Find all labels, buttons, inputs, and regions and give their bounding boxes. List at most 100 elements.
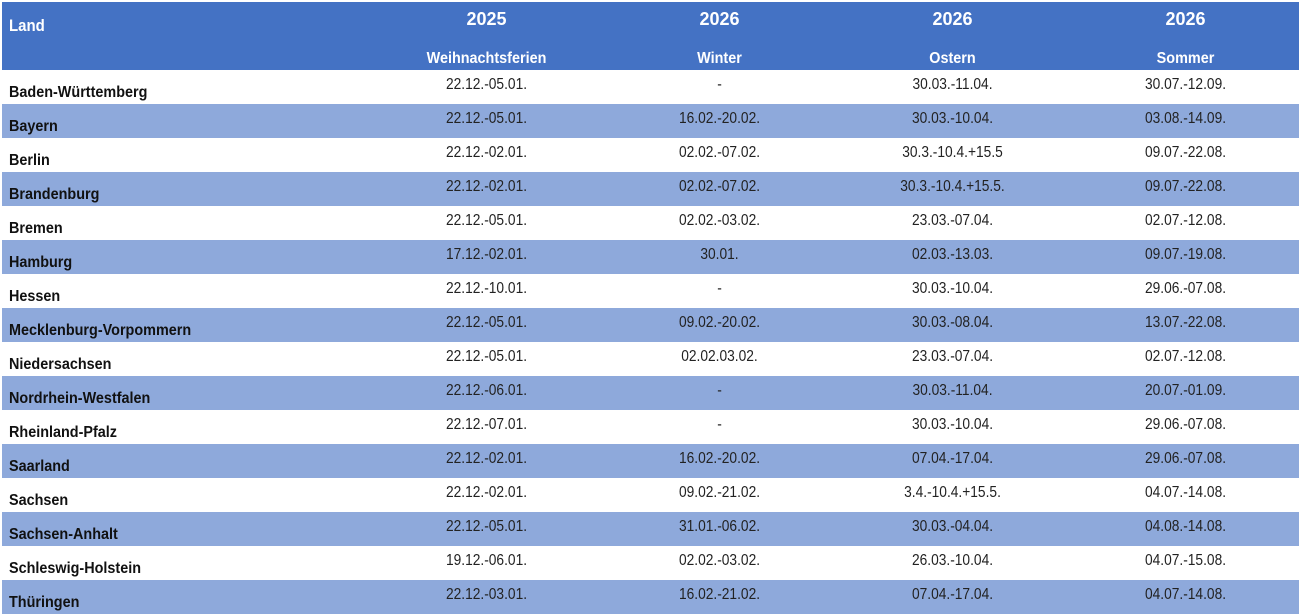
date-cell: 04.08.-14.08. <box>1144 518 1227 535</box>
date-cell: 23.03.-07.04. <box>911 212 994 229</box>
land-name: Rheinland-Pfalz <box>9 424 118 441</box>
date-cell: 30.03.-10.04. <box>911 280 994 297</box>
header-year: 2025 <box>466 9 507 29</box>
date-cell: 02.02.-03.02. <box>678 552 761 569</box>
date-cell: 22.12.-05.01. <box>445 76 528 93</box>
date-cell: 29.06.-07.08. <box>1144 416 1227 433</box>
date-cell: 30.03.-11.04. <box>912 382 993 399</box>
date-cell: - <box>717 76 722 93</box>
land-name: Hessen <box>9 288 61 305</box>
date-cell: 16.02.-20.02. <box>678 110 761 127</box>
date-cell: 16.02.-20.02. <box>678 450 761 467</box>
date-cell: 02.07.-12.08. <box>1144 348 1227 365</box>
table-row: Bayern 22.12.-05.01. 16.02.-20.02. 30.03.-1… <box>2 104 1299 138</box>
date-cell: 22.12.-02.01. <box>445 450 528 467</box>
table-row: Nordrhein-Westfalen 22.12.-06.01. - 30.03.-… <box>2 376 1299 410</box>
date-cell: 02.02.-07.02. <box>678 178 761 195</box>
date-cell: 26.03.-10.04. <box>911 552 994 569</box>
date-cell: 23.03.-07.04. <box>911 348 994 365</box>
land-name: Brandenburg <box>9 186 100 203</box>
date-cell: 02.02.-07.02. <box>678 144 761 161</box>
header-land: Land <box>9 16 45 35</box>
header-col-winter: 2026 Winter <box>603 2 836 70</box>
date-cell: 22.12.-02.01. <box>445 484 528 501</box>
date-cell: 04.07.-14.08. <box>1144 484 1227 501</box>
table-row: Sachsen 22.12.-02.01. 09.02.-21.02. 3.4.-10… <box>2 478 1299 512</box>
date-cell: 07.04.-17.04. <box>911 586 994 603</box>
header-name: Weihnachtsferien <box>426 50 547 67</box>
date-cell: - <box>717 416 722 433</box>
header-name: Winter <box>697 50 742 67</box>
table-body: Baden-Württemberg 22.12.-05.01. - 30.03.-11… <box>2 70 1299 614</box>
date-cell: 19.12.-06.01. <box>445 552 528 569</box>
land-name: Sachsen <box>9 492 69 509</box>
land-name: Bayern <box>9 118 58 135</box>
header-name: Ostern <box>929 50 976 67</box>
land-name: Saarland <box>9 458 70 475</box>
date-cell: 22.12.-07.01. <box>445 416 528 433</box>
table-row: Berlin 22.12.-02.01. 02.02.-07.02. 30.3.-10… <box>2 138 1299 172</box>
table-row: Baden-Württemberg 22.12.-05.01. - 30.03.-11… <box>2 70 1299 104</box>
date-cell: 30.03.-08.04. <box>911 314 994 331</box>
date-cell: 30.01. <box>700 246 739 263</box>
table-row: Brandenburg 22.12.-02.01. 02.02.-07.02. 30.… <box>2 172 1299 206</box>
table-row: Hessen 22.12.-10.01. - 30.03.-10.04. 29.06.-… <box>2 274 1299 308</box>
date-cell: - <box>717 382 722 399</box>
table-row: Sachsen-Anhalt 22.12.-05.01. 31.01.-06.02.… <box>2 512 1299 546</box>
date-cell: 20.07.-01.09. <box>1144 382 1227 399</box>
date-cell: 03.08.-14.09. <box>1144 110 1227 127</box>
date-cell: 30.3.-10.4.+15.5 <box>902 144 1003 161</box>
date-cell: 30.3.-10.4.+15.5. <box>900 178 1005 195</box>
date-cell: 09.02.-20.02. <box>678 314 761 331</box>
date-cell: 22.12.-05.01. <box>445 110 528 127</box>
table-row: Bremen 22.12.-05.01. 02.02.-03.02. 23.03.-0… <box>2 206 1299 240</box>
land-name: Baden-Württemberg <box>9 84 148 101</box>
date-cell: 13.07.-22.08. <box>1144 314 1227 331</box>
table-header: Land 2025 Weihnachtsferien 2026 Winter 2… <box>2 2 1299 70</box>
land-name: Bremen <box>9 220 63 237</box>
date-cell: 22.12.-02.01. <box>445 178 528 195</box>
table-row: Schleswig-Holstein 19.12.-06.01. 02.02.-03… <box>2 546 1299 580</box>
date-cell: 29.06.-07.08. <box>1144 450 1227 467</box>
date-cell: 31.01.-06.02. <box>678 518 761 535</box>
land-name: Niedersachsen <box>9 356 112 373</box>
date-cell: 22.12.-05.01. <box>445 314 528 331</box>
header-col-sommer: 2026 Sommer <box>1069 2 1301 70</box>
date-cell: 30.03.-11.04. <box>912 76 993 93</box>
date-cell: 22.12.-06.01. <box>445 382 528 399</box>
land-name: Hamburg <box>9 254 73 271</box>
land-name: Schleswig-Holstein <box>9 560 142 577</box>
date-cell: 3.4.-10.4.+15.5. <box>904 484 1001 501</box>
date-cell: 09.07.-22.08. <box>1144 144 1227 161</box>
table-row: Saarland 22.12.-02.01. 16.02.-20.02. 07.04.… <box>2 444 1299 478</box>
date-cell: 30.07.-12.09. <box>1144 76 1227 93</box>
date-cell: 02.07.-12.08. <box>1144 212 1227 229</box>
table-row: Thüringen 22.12.-03.01. 16.02.-21.02. 07.04… <box>2 580 1299 614</box>
table-row: Rheinland-Pfalz 22.12.-07.01. - 30.03.-10.0… <box>2 410 1299 444</box>
land-name: Sachsen-Anhalt <box>9 526 118 543</box>
header-col-ostern: 2026 Ostern <box>836 2 1069 70</box>
land-name: Thüringen <box>9 594 80 611</box>
table-row: Hamburg 17.12.-02.01. 30.01. 02.03.-13.03. 0… <box>2 240 1299 274</box>
land-name: Mecklenburg-Vorpommern <box>9 322 192 339</box>
date-cell: 22.12.-02.01. <box>445 144 528 161</box>
date-cell: 04.07.-14.08. <box>1144 586 1227 603</box>
date-cell: 09.07.-19.08. <box>1144 246 1227 263</box>
header-year: 2026 <box>699 9 740 29</box>
date-cell: 17.12.-02.01. <box>445 246 528 263</box>
land-name: Berlin <box>9 152 50 169</box>
date-cell: 02.03.-13.03. <box>911 246 994 263</box>
date-cell: 30.03.-04.04. <box>911 518 994 535</box>
table-row: Mecklenburg-Vorpommern 22.12.-05.01. 09.02… <box>2 308 1299 342</box>
date-cell: 22.12.-10.01. <box>445 280 528 297</box>
date-cell: 29.06.-07.08. <box>1144 280 1227 297</box>
date-cell: 22.12.-05.01. <box>445 212 528 229</box>
header-col-weihnachtsferien: 2025 Weihnachtsferien <box>370 2 603 70</box>
date-cell: 30.03.-10.04. <box>911 416 994 433</box>
header-year: 2026 <box>1165 9 1206 29</box>
date-cell: - <box>717 280 722 297</box>
date-cell: 22.12.-03.01. <box>445 586 528 603</box>
land-name: Nordrhein-Westfalen <box>9 390 151 407</box>
header-name: Sommer <box>1156 50 1215 67</box>
